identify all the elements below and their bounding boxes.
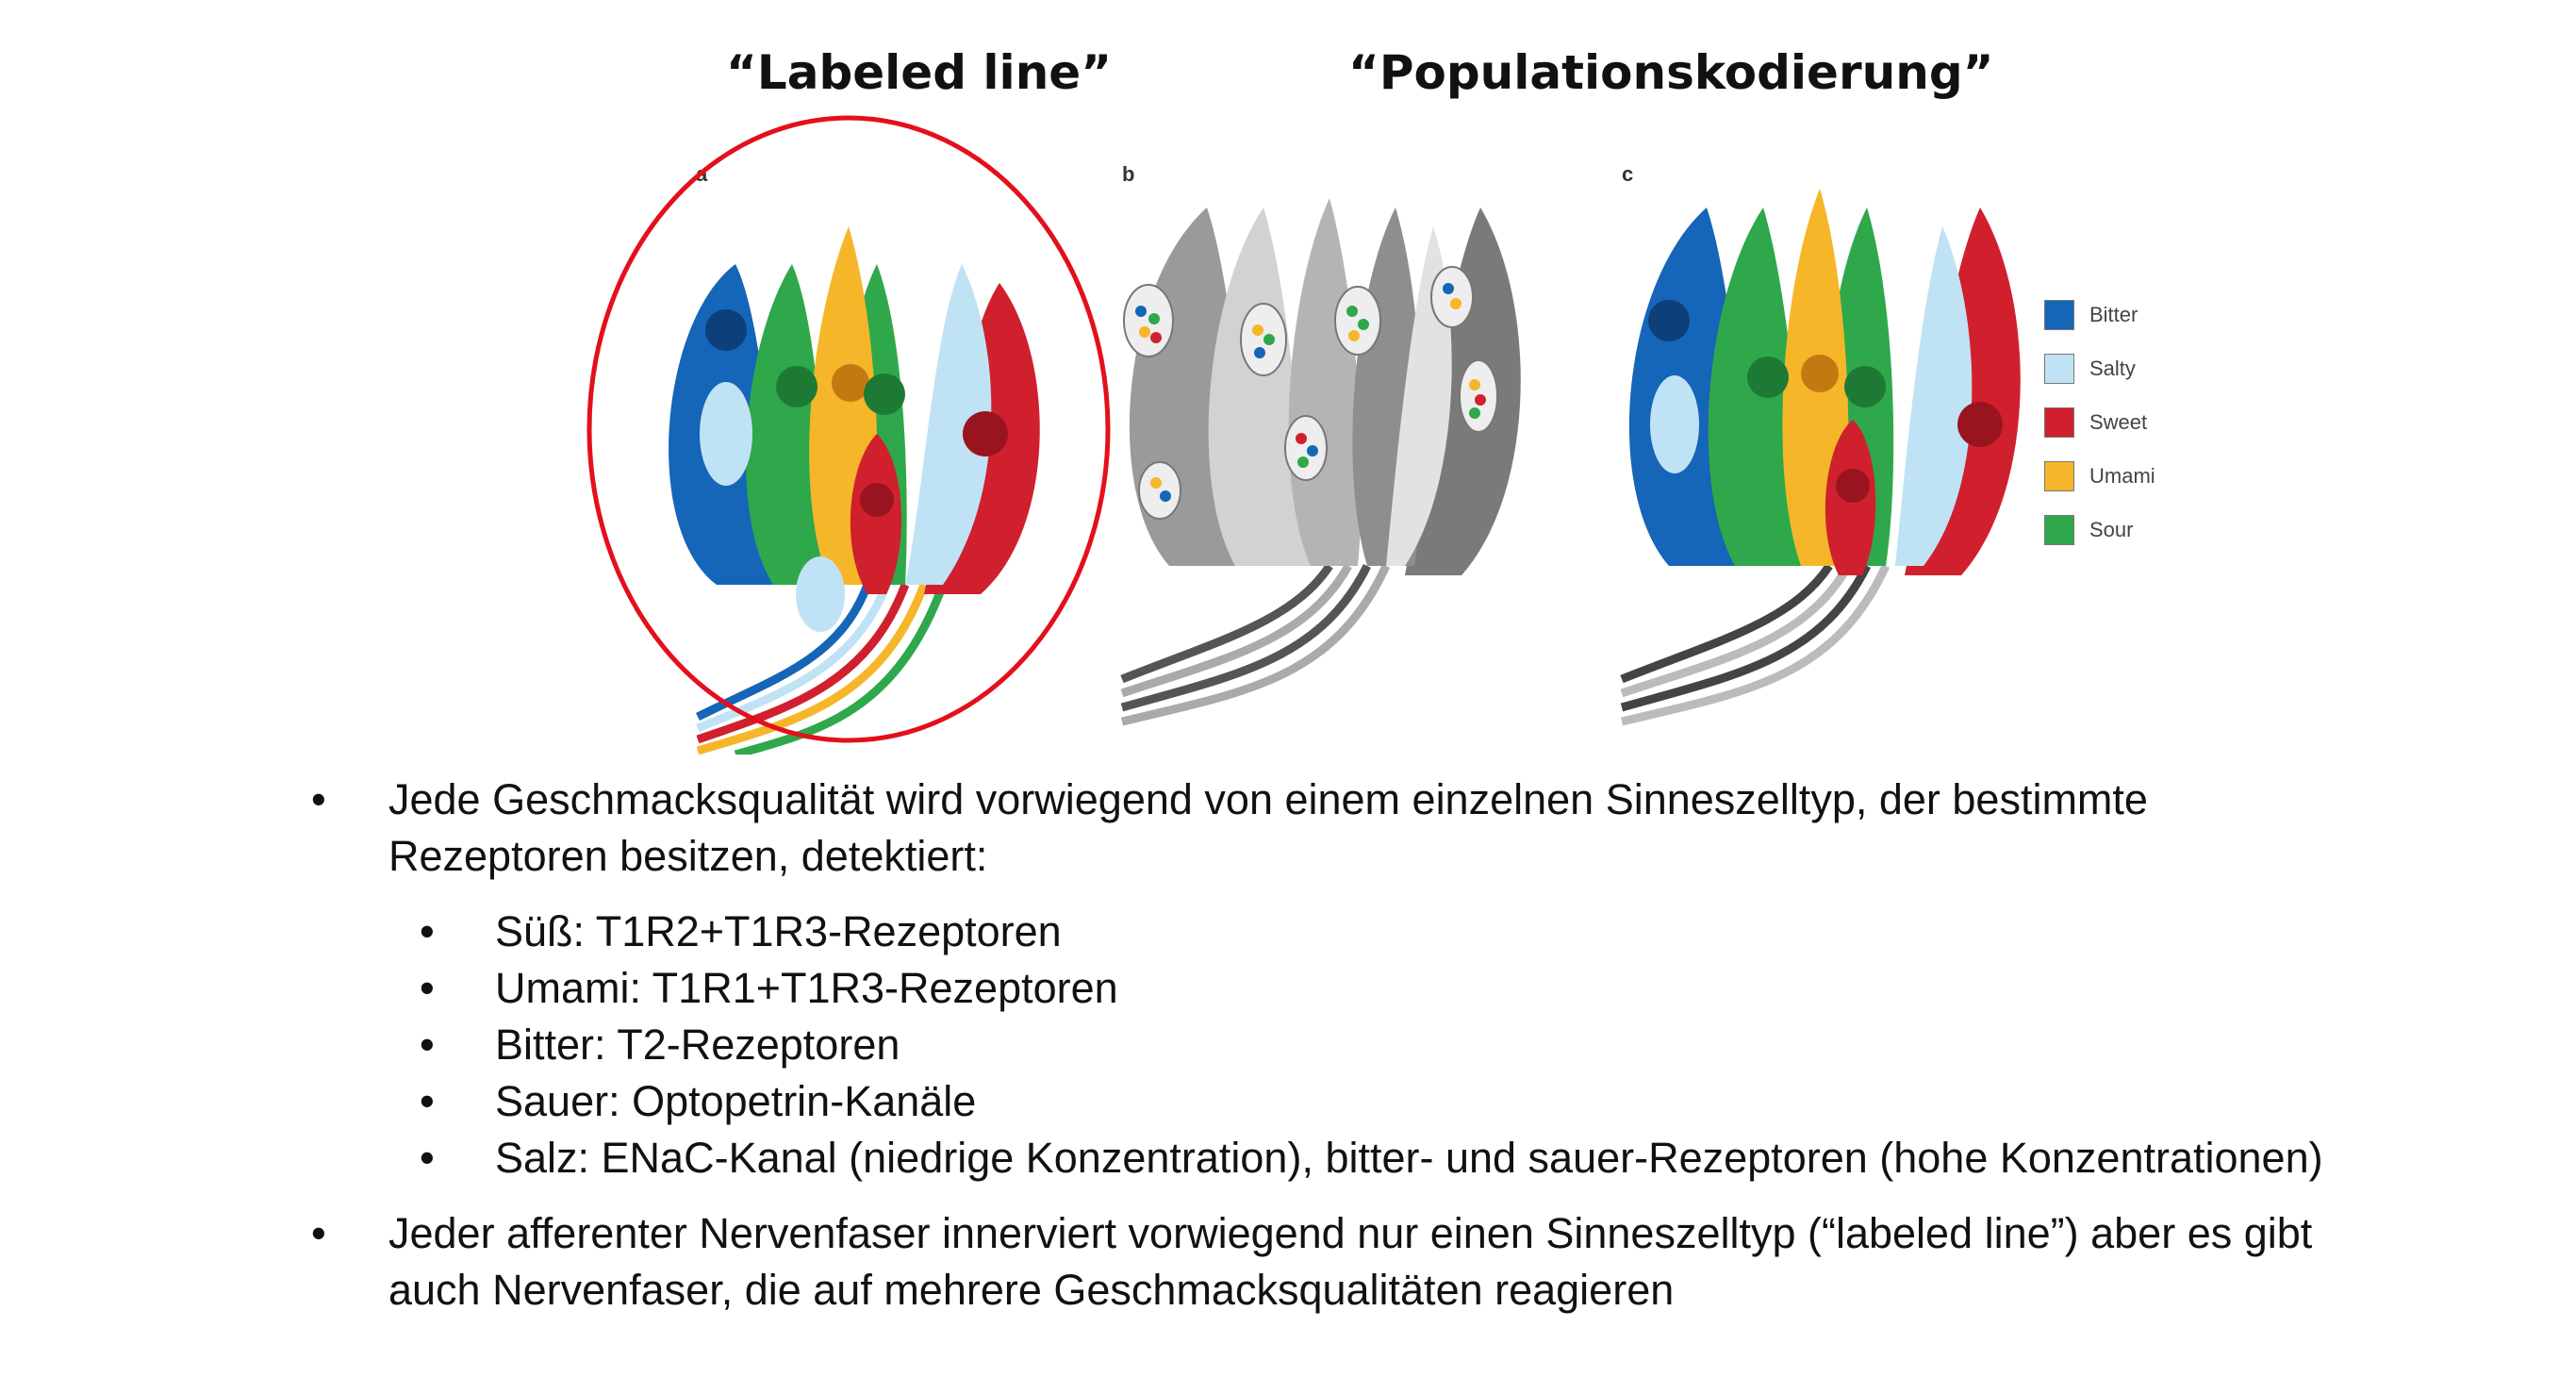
legend: Bitter Salty Sweet Umami Sour [2044, 288, 2155, 556]
heading-labeled-line: “Labeled line” [726, 45, 1113, 100]
sub-bullet-text: Sauer: Optopetrin-Kanäle [495, 1077, 977, 1125]
nerve-fibers [695, 583, 948, 755]
sub-bullet-item: • Salz: ENaC-Kanal (niedrige Konzentrati… [311, 1130, 2381, 1187]
legend-swatch-salty [2044, 353, 2074, 384]
taste-cells [669, 226, 1040, 632]
legend-label: Salty [2089, 356, 2136, 380]
taste-bud-colored-a [669, 226, 1040, 755]
legend-swatch-sour [2044, 514, 2074, 545]
bullet-marker: • [311, 775, 326, 823]
legend-swatch-sweet [2044, 407, 2074, 438]
sub-bullet-item: • Umami: T1R1+T1R3-Rezeptoren [311, 960, 2381, 1017]
legend-label: Sweet [2089, 409, 2148, 434]
bullet-marker: • [420, 1077, 435, 1125]
nerve-fibers [1120, 563, 1391, 726]
sub-bullet-text: Bitter: T2-Rezeptoren [495, 1021, 900, 1069]
bullet-text: Jeder afferenter Nervenfaser innerviert … [388, 1209, 2313, 1314]
sub-bullet-item: • Sauer: Optopetrin-Kanäle [311, 1073, 2381, 1130]
legend-label: Umami [2089, 463, 2155, 488]
panel-c-label: c [1622, 162, 1634, 186]
taste-bud-grey-b [1120, 198, 1521, 726]
panel-b-label: b [1122, 162, 1135, 186]
legend-item: Umami [2044, 449, 2155, 503]
legend-swatch-umami [2044, 460, 2074, 491]
sub-bullet-item: • Bitter: T2-Rezeptoren [311, 1017, 2381, 1073]
bullet-marker: • [311, 1209, 326, 1257]
legend-item: Sweet [2044, 395, 2155, 449]
taste-cells [1123, 198, 1521, 575]
legend-label: Bitter [2089, 302, 2138, 326]
legend-item: Sour [2044, 503, 2155, 556]
bullet-marker: • [420, 1021, 435, 1069]
sub-bullet-text: Salz: ENaC-Kanal (niedrige Konzentration… [495, 1134, 2323, 1182]
bullet-marker: • [420, 1134, 435, 1182]
legend-item: Salty [2044, 341, 2155, 395]
bullet-marker: • [420, 907, 435, 955]
bullet-text: Jede Geschmacksqualität wird vorwiegend … [388, 775, 2148, 880]
bullet-item: • Jede Geschmacksqualität wird vorwiegen… [311, 772, 2369, 885]
receptor-dots [1135, 283, 1486, 502]
sub-bullet-item: • Süß: T1R2+T1R3-Rezeptoren [311, 904, 2381, 960]
legend-label: Sour [2089, 517, 2134, 541]
taste-bud-colored-c [1620, 189, 2021, 726]
sub-bullet-text: Süß: T1R2+T1R3-Rezeptoren [495, 907, 1062, 955]
legend-item: Bitter [2044, 288, 2155, 341]
bullet-list: • Jede Geschmacksqualität wird vorwiegen… [311, 772, 2381, 1319]
bullet-item: • Jeder afferenter Nervenfaser innervier… [311, 1205, 2369, 1319]
nerve-fibers [1620, 563, 1891, 726]
highlight-ring [586, 115, 1111, 743]
heading-population-coding: “Populationskodierung” [1348, 45, 1994, 100]
sub-bullet-text: Umami: T1R1+T1R3-Rezeptoren [495, 964, 1118, 1012]
taste-cells [1628, 189, 2021, 575]
legend-swatch-bitter [2044, 299, 2074, 330]
bullet-marker: • [420, 964, 435, 1012]
